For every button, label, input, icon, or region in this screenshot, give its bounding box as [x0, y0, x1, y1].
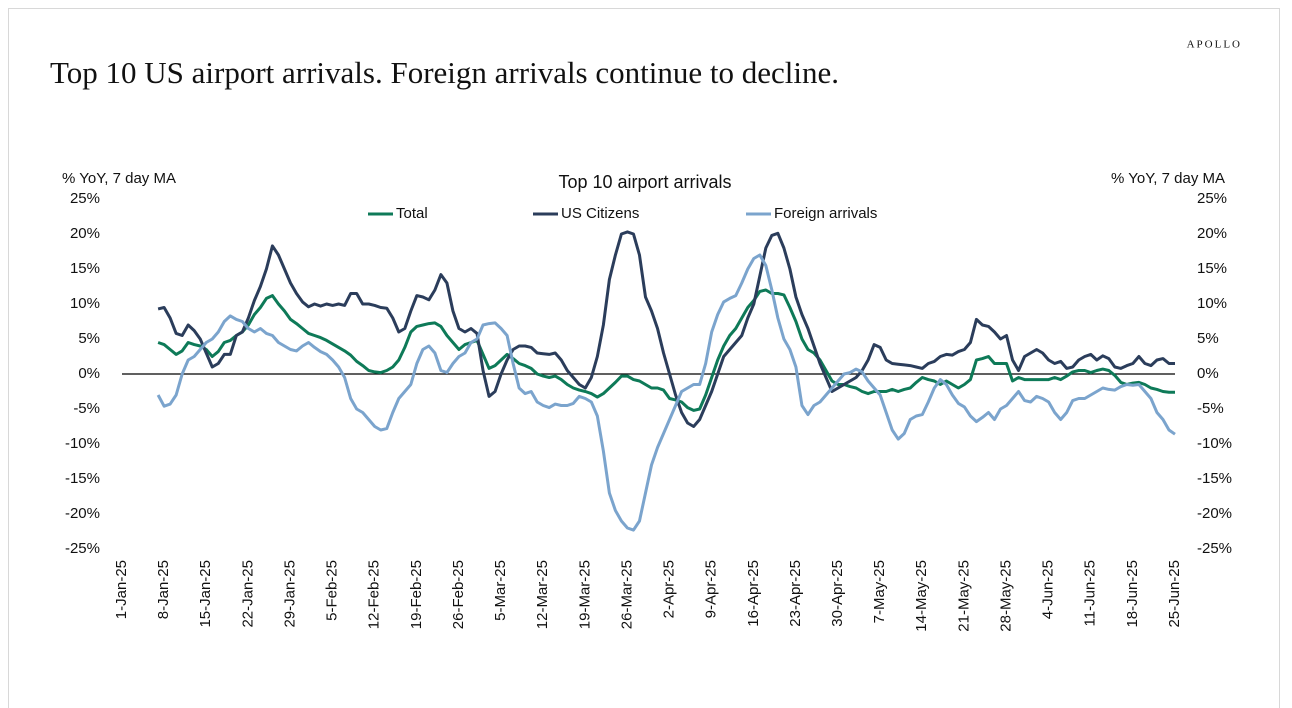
y-tick-label: -20% [65, 505, 100, 522]
y2-tick-label: 0% [1197, 365, 1219, 382]
x-tick-label: 12-Feb-25 [366, 560, 383, 629]
y2-tick-label: -5% [1197, 400, 1224, 417]
x-tick-label: 28-May-25 [997, 560, 1014, 632]
x-tick-label: 22-Jan-25 [239, 560, 256, 628]
y2-tick-label: 5% [1197, 330, 1219, 347]
x-tick-label: 26-Mar-25 [618, 560, 635, 629]
y2-tick-label: 15% [1197, 260, 1227, 277]
y-tick-label: 15% [70, 260, 100, 277]
x-tick-label: 29-Jan-25 [281, 560, 298, 628]
y2-tick-label: -15% [1197, 470, 1232, 487]
y-tick-label: 10% [70, 295, 100, 312]
x-tick-label: 15-Jan-25 [197, 560, 214, 628]
y-tick-label: 25% [70, 190, 100, 207]
x-tick-label: 16-Apr-25 [745, 560, 762, 627]
x-tick-label: 25-Jun-25 [1166, 560, 1183, 628]
x-tick-label: 1-Jan-25 [113, 560, 130, 619]
x-tick-label: 11-Jun-25 [1082, 560, 1099, 626]
legend-label: Foreign arrivals [774, 205, 877, 222]
chart-title: Top 10 airport arrivals [558, 172, 731, 192]
legend-label: Total [396, 205, 428, 222]
x-tick-label: 7-May-25 [871, 560, 888, 623]
y2-tick-label: 20% [1197, 225, 1227, 242]
y-tick-label: 0% [78, 365, 100, 382]
series-line [157, 230, 1175, 428]
x-tick-label: 14-May-25 [913, 560, 930, 632]
y-tick-label: -25% [65, 540, 100, 557]
x-tick-label: 9-Apr-25 [703, 560, 720, 618]
y-tick-label: -5% [73, 400, 100, 417]
x-tick-label: 18-Jun-25 [1124, 560, 1141, 628]
x-tick-label: 23-Apr-25 [787, 560, 804, 627]
y2-tick-label: -20% [1197, 505, 1232, 522]
x-tick-label: 19-Feb-25 [408, 560, 425, 629]
x-tick-label: 5-Mar-25 [492, 560, 509, 621]
x-tick-label: 30-Apr-25 [829, 560, 846, 627]
y2-axis-label: % YoY, 7 day MA [1111, 170, 1225, 187]
x-tick-label: 5-Feb-25 [324, 560, 341, 621]
legend-label: US Citizens [561, 205, 639, 222]
series-line [157, 288, 1175, 412]
y-tick-label: -10% [65, 435, 100, 452]
x-tick-label: 21-May-25 [955, 560, 972, 632]
y2-tick-label: -25% [1197, 540, 1232, 557]
y-tick-label: 5% [78, 330, 100, 347]
x-tick-label: 4-Jun-25 [1040, 560, 1057, 619]
y2-tick-label: 10% [1197, 295, 1227, 312]
y-tick-label: -15% [65, 470, 100, 487]
headline: Top 10 US airport arrivals. Foreign arri… [50, 55, 839, 90]
series-line [156, 253, 1176, 532]
x-tick-label: 2-Apr-25 [661, 560, 678, 618]
x-tick-label: 19-Mar-25 [576, 560, 593, 629]
x-tick-label: 12-Mar-25 [534, 560, 551, 629]
y-tick-label: 20% [70, 225, 100, 242]
brand: APOLLO [1187, 39, 1242, 51]
x-tick-label: 8-Jan-25 [155, 560, 172, 619]
y2-tick-label: -10% [1197, 435, 1232, 452]
y-axis-label: % YoY, 7 day MA [62, 170, 176, 187]
x-tick-label: 26-Feb-25 [450, 560, 467, 629]
card [8, 8, 1280, 708]
y2-tick-label: 25% [1197, 190, 1227, 207]
